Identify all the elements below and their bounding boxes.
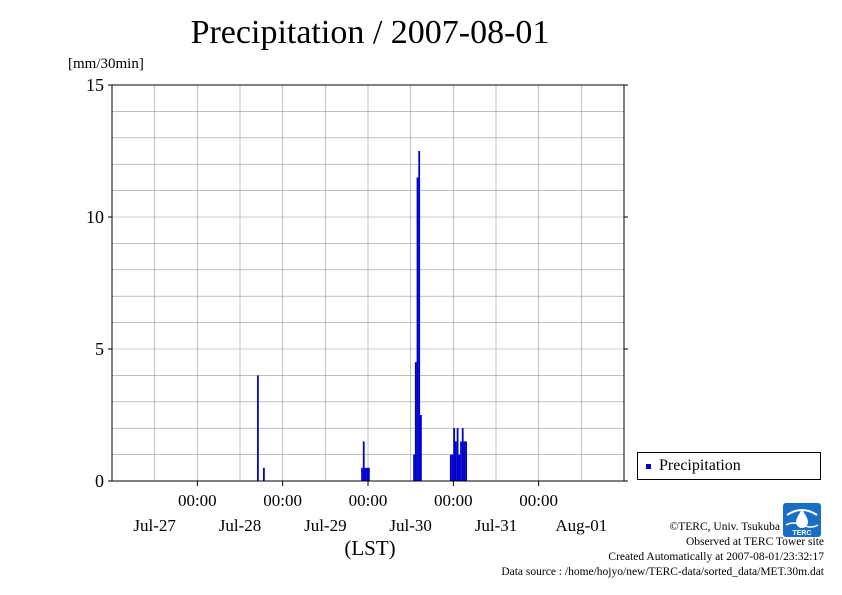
- copyright-text: ©TERC, Univ. Tsukuba: [669, 521, 780, 533]
- y-tick-label: 10: [86, 207, 104, 227]
- precipitation-bar: [364, 467, 367, 481]
- precipitation-bar: [361, 467, 363, 481]
- precipitation-bar: [257, 375, 259, 481]
- precipitation-bar: [366, 467, 369, 481]
- x-date-tick-label: Aug-01: [555, 516, 607, 535]
- precipitation-bar: [456, 428, 459, 481]
- precipitation-bar: [367, 467, 370, 481]
- legend-label: Precipitation: [659, 457, 741, 474]
- precipitation-bar: [413, 454, 415, 481]
- terc-logo-icon: TERC: [783, 503, 821, 537]
- source-text: Data source : /home/hojyo/new/TERC-data/…: [501, 566, 824, 578]
- precipitation-bar: [465, 441, 468, 481]
- precipitation-bar: [362, 441, 365, 481]
- y-tick-label: 15: [86, 75, 104, 95]
- precipitation-bar: [461, 428, 464, 481]
- y-tick-label: 5: [95, 339, 104, 359]
- observed-text: Observed at TERC Tower site: [685, 536, 824, 548]
- x-time-tick-label: 00:00: [263, 491, 302, 510]
- precipitation-bar: [463, 441, 466, 481]
- legend: Precipitation: [637, 452, 821, 480]
- x-time-tick-label: 00:00: [519, 491, 558, 510]
- precipitation-bar: [418, 151, 421, 481]
- x-date-tick-label: Jul-28: [219, 516, 262, 535]
- x-date-tick-label: Jul-29: [304, 516, 347, 535]
- logo-text: TERC: [792, 530, 811, 537]
- x-date-tick-label: Jul-31: [475, 516, 518, 535]
- x-axis-label: (LST): [344, 536, 396, 560]
- created-text: Created Automatically at 2007-08-01/23:3…: [608, 551, 824, 563]
- precipitation-bar: [453, 428, 456, 481]
- precipitation-bar: [455, 441, 457, 481]
- precipitation-bar: [414, 362, 417, 481]
- y-tick-label: 0: [95, 471, 104, 491]
- y-axis-unit-label: [mm/30min]: [68, 56, 144, 72]
- precipitation-bar: [420, 415, 422, 481]
- precipitation-bar: [449, 454, 452, 481]
- legend-swatch: [646, 463, 651, 469]
- precipitation-bar: [451, 454, 454, 481]
- precipitation-bar: [458, 454, 461, 481]
- x-time-tick-label: 00:00: [178, 491, 217, 510]
- x-time-tick-label: 00:00: [349, 491, 388, 510]
- x-time-tick-label: 00:00: [434, 491, 473, 510]
- credits: ©TERC, Univ. Tsukuba Observed at TERC To…: [501, 520, 824, 580]
- chart-title: Precipitation / 2007-08-01: [190, 14, 550, 51]
- precipitation-bar: [460, 441, 462, 481]
- x-date-tick-label: Jul-27: [133, 516, 176, 535]
- x-date-tick-label: Jul-30: [389, 516, 432, 535]
- precipitation-bar: [263, 467, 265, 481]
- precipitation-bar: [416, 177, 419, 481]
